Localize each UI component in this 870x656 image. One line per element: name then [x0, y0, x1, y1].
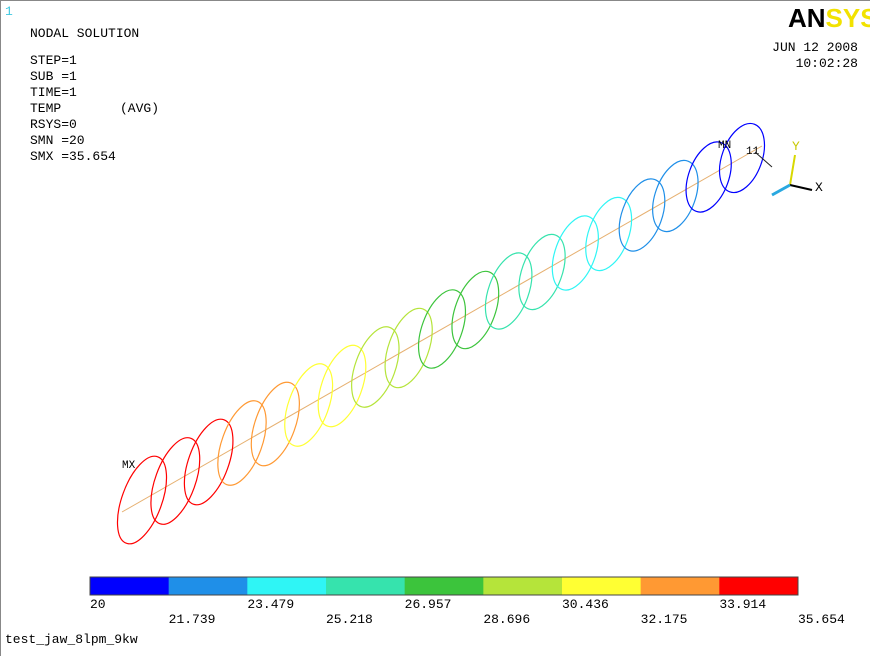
legend-label: 21.739	[169, 612, 216, 627]
legend-label: 20	[90, 597, 106, 612]
legend-band	[641, 577, 720, 595]
legend-label: 33.914	[719, 597, 766, 612]
legend-band	[326, 577, 405, 595]
date: JUN 12 2008	[772, 40, 858, 55]
legend-label: 30.436	[562, 597, 609, 612]
info-quantity: TEMP	[30, 101, 61, 116]
legend-band	[483, 577, 562, 595]
legend-band	[169, 577, 248, 595]
info-line: SUB =1	[30, 69, 77, 84]
legend-label: 32.175	[641, 612, 688, 627]
window-number: 1	[5, 4, 13, 19]
legend-label: 35.654	[798, 612, 845, 627]
min-marker: MN	[718, 140, 731, 152]
time: 10:02:28	[796, 56, 858, 71]
legend-label: 23.479	[247, 597, 294, 612]
legend-band	[247, 577, 326, 595]
ansys-viewport: 1 NODAL SOLUTION STEP=1 SUB =1 TIME=1 TE…	[0, 0, 870, 656]
legend-band	[90, 577, 169, 595]
info-line: SMX =35.654	[30, 149, 116, 164]
info-averaging: (AVG)	[120, 101, 159, 116]
legend-band	[405, 577, 484, 595]
info-line: RSYS=0	[30, 117, 77, 132]
info-line: TIME=1	[30, 85, 77, 100]
x-axis-label: X	[815, 180, 823, 195]
node-label: 11	[746, 146, 760, 158]
legend-label: 26.957	[405, 597, 452, 612]
info-line: STEP=1	[30, 53, 77, 68]
legend-band	[719, 577, 798, 595]
logo: ANSYS	[788, 3, 870, 33]
info-title: NODAL SOLUTION	[30, 26, 139, 41]
footer: test_jaw_8lpm_9kw	[5, 632, 138, 647]
legend-label: 25.218	[326, 612, 373, 627]
legend-band	[562, 577, 641, 595]
background	[0, 0, 870, 656]
legend-label: 28.696	[483, 612, 530, 627]
y-axis-label: Y	[792, 139, 800, 154]
max-marker: MX	[122, 460, 136, 472]
info-line: SMN =20	[30, 133, 85, 148]
